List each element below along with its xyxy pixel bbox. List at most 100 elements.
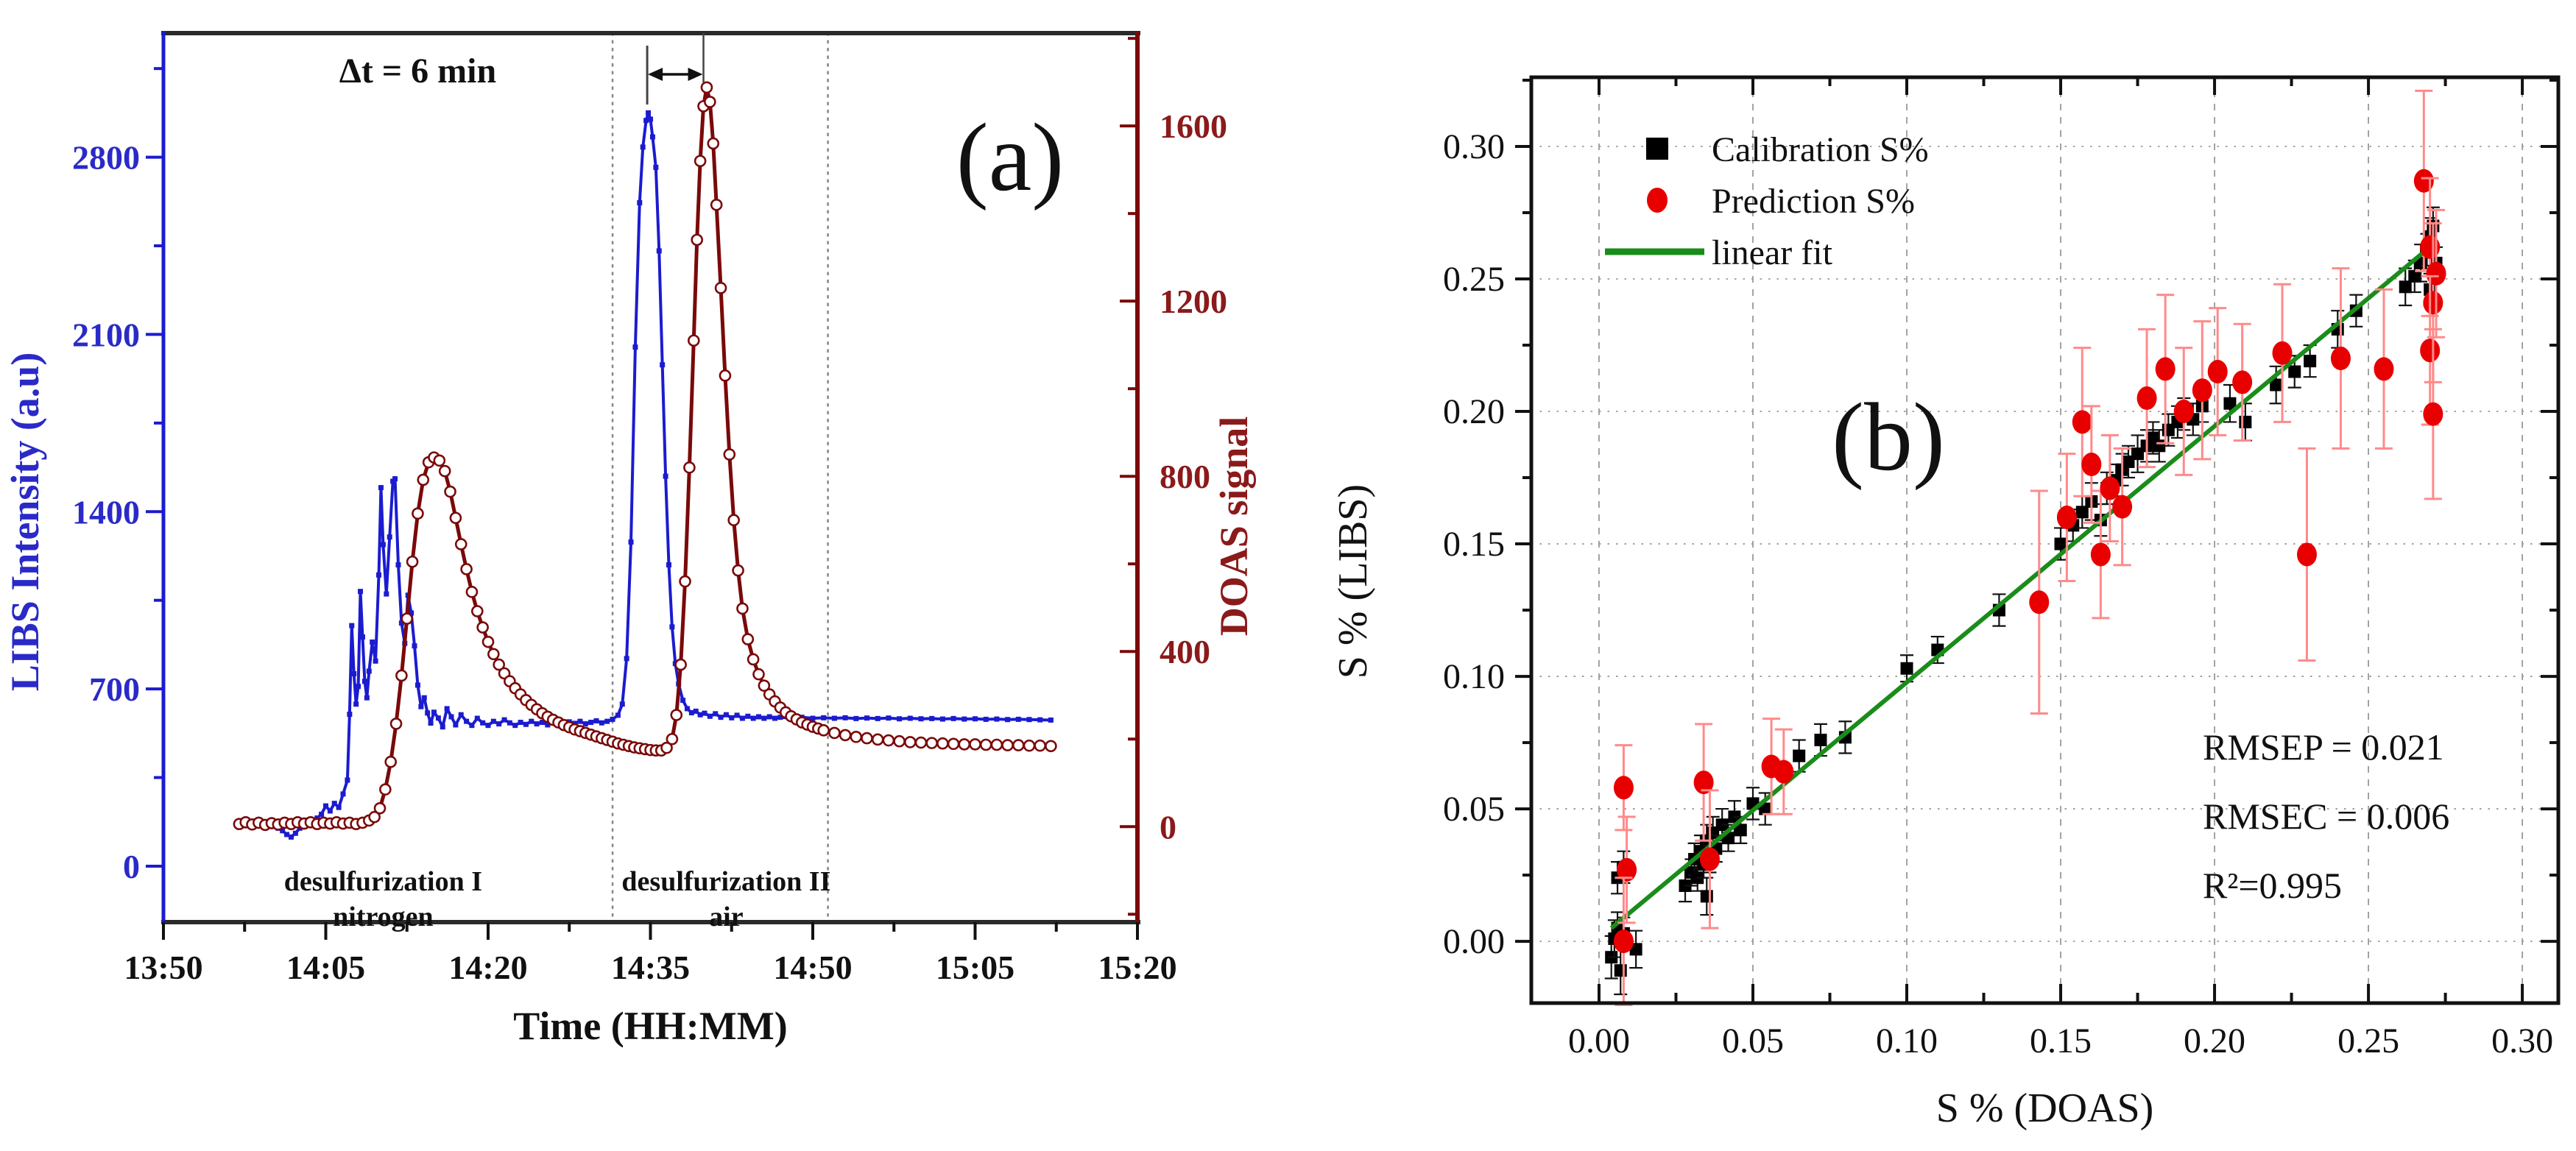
- doas-marker: [694, 155, 707, 168]
- libs-marker: [723, 712, 729, 718]
- libs-marker: [994, 716, 1000, 722]
- y-right-tick-label: 400: [1160, 633, 1210, 670]
- doas-marker: [979, 738, 992, 751]
- x-tick-label: 14:20: [448, 949, 527, 986]
- libs-marker: [1026, 717, 1032, 723]
- libs-marker: [435, 715, 441, 721]
- libs-marker: [366, 668, 372, 674]
- legend-circle-marker: [1647, 188, 1668, 213]
- libs-marker: [718, 715, 724, 720]
- calibration-marker: [1759, 802, 1772, 815]
- libs-marker: [734, 712, 740, 718]
- calibration-marker: [1900, 662, 1913, 675]
- libs-marker: [983, 716, 989, 722]
- calibration-marker: [2304, 355, 2317, 368]
- x-tick-label: 0.05: [1722, 1021, 1784, 1060]
- libs-marker: [688, 709, 694, 715]
- prediction-marker: [2112, 495, 2133, 519]
- libs-marker: [353, 701, 359, 707]
- libs-marker: [545, 722, 551, 728]
- panel-a-time-series-chart: 13:50 14:05 14:20 14:35 14:50 15:05 15:20 Time …: [3, 31, 1256, 1048]
- doas-marker: [904, 736, 917, 748]
- prediction-marker: [2136, 386, 2157, 411]
- doas-marker: [470, 605, 484, 617]
- legend-label: Prediction S%: [1712, 182, 1915, 221]
- y-left-tick-label: 0: [123, 848, 140, 885]
- libs-marker: [288, 834, 294, 840]
- x-tick-label: 13:50: [124, 949, 202, 986]
- libs-marker: [831, 715, 837, 721]
- doas-marker: [476, 621, 489, 634]
- prediction-marker: [2420, 339, 2441, 363]
- calibration-marker: [2223, 397, 2237, 410]
- prediction-marker: [2029, 590, 2050, 615]
- libs-marker: [697, 712, 703, 718]
- prediction-marker: [2296, 542, 2317, 567]
- libs-marker: [907, 715, 913, 721]
- y-tick-label: 0.00: [1443, 922, 1505, 961]
- x-tick-label: 14:50: [773, 949, 852, 986]
- libs-marker: [412, 643, 417, 649]
- doas-marker: [368, 810, 381, 824]
- doas-marker: [882, 734, 895, 747]
- libs-marker: [864, 715, 869, 721]
- libs-marker: [950, 715, 956, 721]
- libs-marker: [380, 542, 386, 548]
- libs-marker: [319, 811, 325, 817]
- stats-line: RMSEP = 0.021: [2203, 726, 2444, 768]
- x-tick-label: 0.15: [2030, 1021, 2092, 1060]
- doas-marker: [1034, 739, 1046, 752]
- libs-marker: [637, 200, 643, 206]
- prediction-marker: [1613, 929, 1634, 954]
- doas-marker: [438, 464, 451, 478]
- libs-marker: [490, 718, 496, 724]
- event-label-line2: air: [709, 902, 744, 932]
- libs-marker: [739, 715, 745, 721]
- libs-marker: [431, 709, 437, 715]
- arrow-left-head: [648, 68, 663, 81]
- doas-marker: [400, 612, 414, 625]
- y-right-tick-label: 1200: [1160, 283, 1227, 320]
- prediction-marker: [2420, 235, 2441, 259]
- linear-fit-line: [1609, 240, 2438, 930]
- libs-marker: [1005, 717, 1011, 723]
- libs-marker: [284, 832, 290, 837]
- libs-marker: [480, 720, 486, 726]
- doas-marker: [1012, 739, 1025, 751]
- doas-marker: [893, 734, 906, 748]
- doas-marker: [732, 564, 744, 577]
- libs-marker: [772, 715, 778, 721]
- libs-marker: [593, 718, 599, 723]
- libs-marker: [336, 804, 342, 810]
- doas-marker: [395, 669, 408, 682]
- arrow-right-head: [688, 68, 703, 81]
- doas-marker: [700, 81, 713, 94]
- doas-marker: [710, 198, 723, 211]
- doas-marker: [674, 658, 687, 671]
- doas-series-markers: [233, 81, 1057, 832]
- libs-marker: [392, 476, 398, 482]
- libs-marker: [507, 720, 512, 726]
- doas-marker: [666, 732, 679, 746]
- libs-marker: [961, 716, 967, 722]
- doas-marker: [687, 334, 700, 347]
- y-left-tick-label: 2100: [72, 316, 140, 353]
- y-tick-label: 0.25: [1443, 260, 1505, 299]
- prediction-marker: [2155, 357, 2176, 381]
- doas-marker: [747, 653, 760, 666]
- calibration-marker: [1629, 943, 1642, 956]
- doas-marker: [736, 602, 749, 615]
- prediction-marker: [2056, 506, 2077, 530]
- libs-marker: [897, 716, 903, 722]
- libs-marker: [358, 589, 364, 595]
- libs-marker: [918, 716, 924, 722]
- doas-marker: [758, 679, 771, 692]
- libs-marker: [693, 708, 699, 714]
- y-left-tick-label: 2800: [72, 139, 140, 177]
- prediction-marker: [2207, 360, 2228, 384]
- calibration-marker: [1734, 824, 1747, 837]
- doas-marker: [493, 658, 506, 671]
- y-tick-label: 0.30: [1443, 127, 1505, 166]
- libs-marker: [501, 717, 507, 723]
- legend-label: linear fit: [1712, 233, 1833, 272]
